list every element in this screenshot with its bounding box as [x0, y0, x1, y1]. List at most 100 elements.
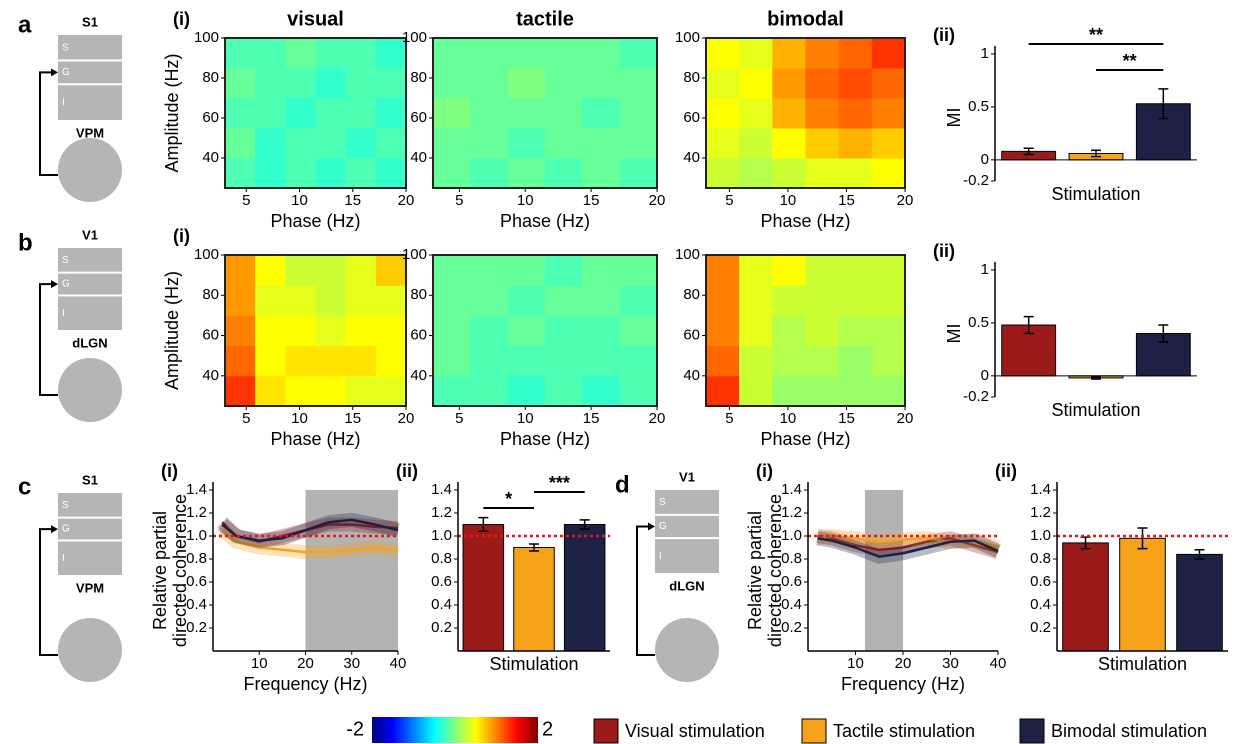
heatmap-cell: [285, 345, 316, 377]
y-tick-label: 1.2: [431, 504, 452, 521]
heatmap-cell: [739, 98, 773, 129]
nucleus-label: VPM: [76, 125, 104, 140]
layer-label: G: [62, 279, 70, 290]
heatmap-cell: [838, 98, 873, 129]
heatmap-cell: [545, 68, 583, 99]
bar: [462, 524, 505, 652]
bar: [1119, 537, 1166, 652]
heatmap-cell: [470, 158, 509, 189]
y-tick-label: 1.0: [431, 527, 452, 544]
area-label: V1: [679, 469, 695, 484]
column-title: bimodal: [767, 8, 844, 30]
heatmap-cell: [225, 158, 256, 189]
x-tick-label: 20: [398, 410, 415, 427]
heatmap-cell: [871, 158, 906, 189]
heatmap-cell: [375, 158, 407, 189]
heatmap-cell: [225, 345, 256, 377]
y-tick-label: 100: [675, 246, 700, 263]
panel-label: (i): [756, 461, 773, 481]
y-tick-label: 0: [981, 367, 989, 384]
heatmap-cell: [772, 68, 806, 99]
heatmap-cell: [619, 375, 658, 407]
y-tick-label: 40: [202, 367, 219, 384]
y-tick-label: 0: [981, 151, 989, 168]
heatmap-cell: [315, 285, 347, 316]
projection-arrow: [636, 525, 655, 656]
bar: [563, 524, 606, 652]
line-series: [817, 534, 999, 554]
error-bar: [1137, 527, 1148, 550]
area-label: S1: [82, 14, 98, 29]
x-axis-label: Stimulation: [1051, 184, 1140, 204]
error-bar: [1023, 147, 1034, 156]
x-tick-label: 20: [649, 192, 666, 209]
heatmap-cell: [345, 315, 377, 347]
y-tick-label: 40: [410, 367, 427, 384]
y-tick-label: 100: [402, 29, 427, 46]
x-tick-label: 10: [291, 410, 308, 427]
heatmap-cell: [433, 38, 471, 69]
heatmap-cell: [619, 345, 658, 377]
heatmap-cell: [470, 38, 509, 69]
panel-letter: a: [18, 11, 32, 38]
heatmap-cell: [706, 315, 740, 347]
projection-arrow: [39, 283, 58, 396]
heatmap-cell: [805, 345, 840, 377]
arrow-head: [51, 280, 58, 289]
panel-label: (ii): [396, 461, 418, 481]
heatmap-cell: [433, 345, 471, 377]
highlight-band: [305, 490, 398, 651]
panel-label: (i): [161, 461, 178, 481]
heatmap-cell: [739, 158, 773, 189]
plot-frame: [432, 254, 658, 407]
heatmap-cell: [545, 128, 583, 159]
heatmap-cell: [507, 285, 546, 316]
heatmap-cell: [345, 38, 377, 69]
layer-label: I: [62, 553, 65, 564]
x-axis-label: Stimulation: [1098, 654, 1187, 674]
heatmap-cell: [582, 375, 621, 407]
y-tick-label: 60: [410, 327, 427, 344]
heatmap-cell: [871, 128, 906, 159]
heatmap-cell: [805, 255, 840, 286]
x-tick-label: 20: [895, 655, 912, 672]
heatmap-cell: [225, 128, 256, 159]
y-tick-label: 60: [683, 327, 700, 344]
error-bar: [1158, 324, 1169, 343]
y-tick-label: 40: [410, 149, 427, 166]
heatmap-cell: [838, 38, 873, 69]
heatmap-cell: [739, 285, 773, 316]
line-series: [817, 537, 999, 558]
x-tick-label: 10: [780, 410, 797, 427]
heatmap-cell: [315, 158, 347, 189]
y-tick-label: 0.2: [431, 619, 452, 636]
y-tick-label: 100: [194, 29, 219, 46]
heatmap-cell: [772, 98, 806, 129]
bar: [513, 547, 555, 652]
line-series: [221, 518, 399, 542]
heatmap-cell: [619, 38, 658, 69]
heatmap-cell: [255, 158, 286, 189]
heatmap-cell: [838, 68, 873, 99]
legend-label: Bimodal stimulation: [1051, 721, 1207, 741]
nucleus-label: VPM: [76, 580, 104, 595]
x-tick-label: 5: [455, 192, 463, 209]
heatmap-cell: [433, 255, 471, 286]
heatmap-cell: [345, 285, 377, 316]
x-axis-label: Phase (Hz): [500, 429, 590, 449]
plot-frame: [432, 37, 658, 189]
y-tick-label: 1: [981, 45, 989, 62]
heatmap-cell: [345, 255, 377, 286]
plot-frame: [224, 254, 407, 407]
thalamus: [655, 618, 719, 682]
plot-frame: [224, 37, 407, 189]
x-tick-label: 15: [583, 192, 600, 209]
x-tick-label: 5: [242, 192, 250, 209]
heatmap-cell: [582, 38, 621, 69]
heatmap-cell: [375, 375, 407, 407]
y-tick-label: 80: [410, 69, 427, 86]
heatmap-cell: [507, 375, 546, 407]
y-tick-label: 0.8: [781, 550, 802, 567]
x-tick-label: 20: [649, 410, 666, 427]
thalamus: [58, 358, 122, 422]
